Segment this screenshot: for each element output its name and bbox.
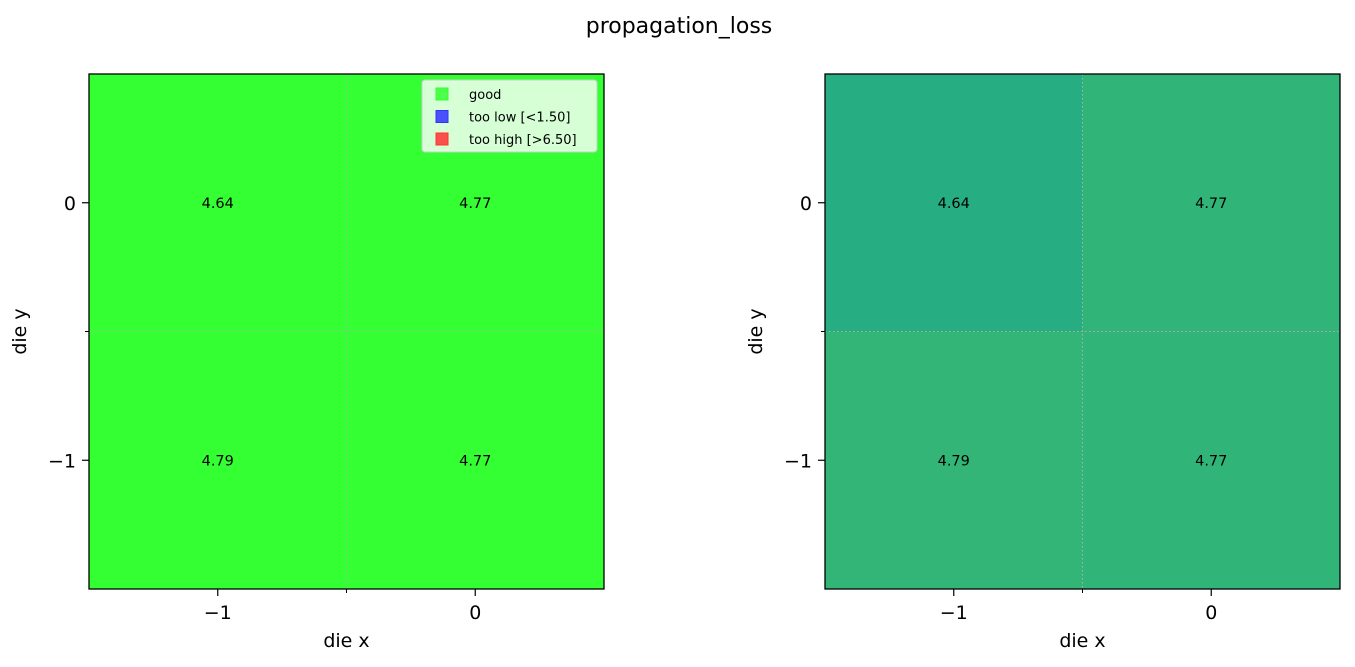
- x-tick-label: −1: [940, 602, 968, 624]
- heatmap-cell: [89, 74, 347, 332]
- y-tick-label: 0: [64, 193, 76, 215]
- x-axis-label: die x: [323, 630, 369, 652]
- cell-value-label: 4.77: [1195, 453, 1227, 469]
- heatmap-cell: [1082, 74, 1340, 332]
- legend-swatch: [435, 110, 449, 123]
- heatmap-panel-right: 4.64 4.77 4.79 4.77 −1 0 0 −1 die x die y: [745, 73, 1341, 652]
- cell-value-label: 4.77: [459, 196, 491, 212]
- legend-swatch: [435, 87, 449, 101]
- x-tick-label: 0: [1205, 602, 1217, 624]
- x-axis-label: die x: [1059, 630, 1105, 652]
- heatmap-cell: [825, 74, 1083, 332]
- cell-value-label: 4.79: [938, 453, 970, 469]
- cell-value-label: 4.64: [202, 196, 234, 212]
- heatmap-panel-left: 4.64 4.77 4.79 4.77 −1 0 0 −1 die x die y good too …: [9, 73, 605, 652]
- legend-entry-label: too low [<1.50]: [469, 111, 570, 126]
- y-tick-label: 0: [800, 193, 812, 215]
- cell-value-label: 4.77: [1195, 196, 1227, 212]
- y-tick-label: −1: [48, 450, 76, 472]
- figure-title: propagation_loss: [586, 14, 773, 39]
- y-tick-label: −1: [784, 450, 812, 472]
- heatmap-cell: [89, 331, 347, 589]
- y-axis-label: die y: [745, 308, 767, 354]
- legend-swatch: [435, 132, 449, 146]
- cell-value-label: 4.77: [459, 453, 491, 469]
- heatmap-cell: [825, 331, 1083, 589]
- legend-box: [421, 79, 598, 153]
- legend-entry-label: too high [>6.50]: [469, 133, 577, 148]
- cell-value-label: 4.79: [202, 453, 234, 469]
- heatmap-cell: [346, 331, 604, 589]
- cell-value-label: 4.64: [938, 196, 970, 212]
- x-tick-label: −1: [204, 602, 232, 624]
- legend: good too low [<1.50] too high [>6.50]: [421, 79, 598, 153]
- heatmap-cell: [1082, 331, 1340, 589]
- y-axis-label: die y: [9, 308, 31, 354]
- x-tick-label: 0: [469, 602, 481, 624]
- legend-entry-label: good: [469, 88, 501, 103]
